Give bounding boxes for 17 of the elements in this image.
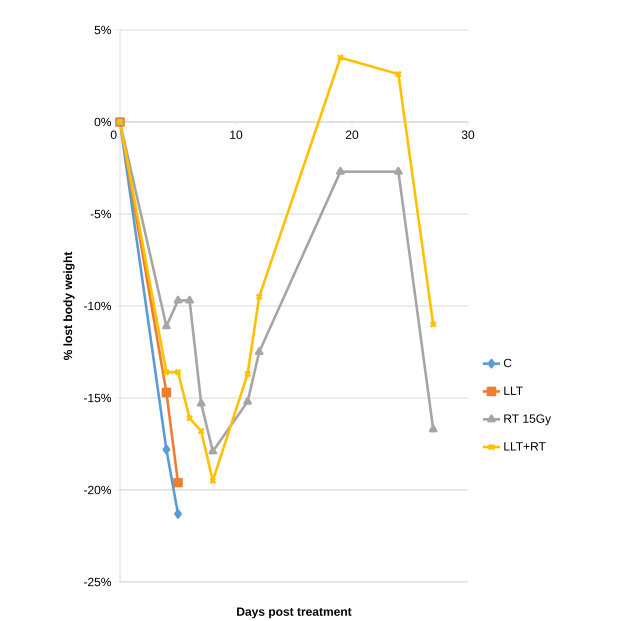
legend-label: C xyxy=(504,358,512,368)
x-tick-label: 0 xyxy=(110,130,117,140)
x-tick-label: 30 xyxy=(462,130,474,140)
x-tick-label: 10 xyxy=(230,130,242,140)
y-tick-label: -10% xyxy=(84,302,112,310)
y-tick-label: -20% xyxy=(84,486,112,494)
y-axis-title: % lost body weight xyxy=(63,252,75,360)
y-tick-label: -15% xyxy=(84,394,112,402)
y-tick-label: -5% xyxy=(90,210,112,218)
y-tick-label: 0% xyxy=(94,118,112,126)
y-tick-label: -25% xyxy=(84,578,112,586)
legend-label: LLT+RT xyxy=(504,442,546,450)
legend-label: RT 15Gy xyxy=(504,414,552,426)
x-tick-label: 20 xyxy=(346,130,358,140)
y-tick-label: 5% xyxy=(94,26,112,34)
x-axis-title: Days post treatment xyxy=(237,608,352,618)
legend-label: LLT xyxy=(504,386,523,395)
